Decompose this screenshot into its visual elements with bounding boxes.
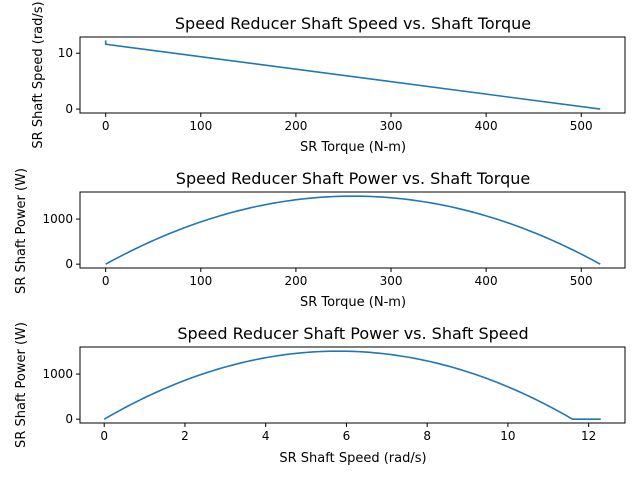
chart1-x-tick-label: 500: [570, 119, 593, 133]
chart3-x-tick-label: 0: [100, 429, 108, 443]
chart2-frame: [79, 191, 626, 269]
chart2-x-tick-label: 200: [284, 274, 307, 288]
chart1-x-label: SR Torque (N-m): [300, 140, 406, 155]
chart2-x-tick-label: 500: [570, 274, 593, 288]
chart-speed-vs-torque: Speed Reducer Shaft Speed vs. Shaft Torq…: [31, 1, 626, 155]
chart3-x-tick-label: 12: [581, 429, 596, 443]
chart2-y-ticks: 0 1000: [42, 212, 80, 271]
chart2-x-tick-label: 400: [475, 274, 498, 288]
chart3-y-ticks: 0 1000: [42, 367, 80, 426]
chart2-x-tick-label: 0: [102, 274, 110, 288]
chart3-title: Speed Reducer Shaft Power vs. Shaft Spee…: [177, 324, 528, 343]
chart3-frame: [79, 346, 626, 424]
chart-power-vs-speed: Speed Reducer Shaft Power vs. Shaft Spee…: [14, 322, 626, 466]
chart2-y-label: SR Shaft Power (W): [14, 168, 29, 294]
chart3-y-label: SR Shaft Power (W): [14, 322, 29, 448]
chart1-x-ticks: 0 100 200 300 400 500: [102, 113, 593, 133]
chart3-y-tick-label: 1000: [42, 367, 73, 381]
chart3-x-label: SR Shaft Speed (rad/s): [279, 451, 426, 466]
chart1-y-tick-label: 0: [65, 102, 73, 116]
chart1-x-tick-label: 400: [475, 119, 498, 133]
chart1-title: Speed Reducer Shaft Speed vs. Shaft Torq…: [175, 14, 531, 33]
chart2-x-ticks: 0 100 200 300 400 500: [102, 268, 593, 288]
chart3-series-line: [103, 350, 601, 420]
chart2-x-tick-label: 100: [189, 274, 212, 288]
chart2-series-line: [105, 195, 601, 265]
chart1-x-tick-label: 300: [380, 119, 403, 133]
chart2-x-tick-label: 300: [380, 274, 403, 288]
chart3-x-ticks: 0 2 4 6 8 10 12: [100, 423, 596, 443]
chart1-x-tick-label: 200: [284, 119, 307, 133]
chart3-x-tick-label: 2: [181, 429, 189, 443]
chart-power-vs-torque: Speed Reducer Shaft Power vs. Shaft Torq…: [14, 168, 626, 310]
chart1-y-ticks: 0 10: [58, 46, 80, 116]
chart1-y-label: SR Shaft Speed (rad/s): [31, 1, 46, 148]
chart3-y-tick-label: 0: [65, 412, 73, 426]
chart1-x-tick-label: 100: [189, 119, 212, 133]
chart3-x-tick-label: 8: [423, 429, 431, 443]
chart1-frame: [79, 36, 626, 114]
chart2-y-tick-label: 1000: [42, 212, 73, 226]
chart2-x-label: SR Torque (N-m): [300, 295, 406, 310]
chart1-y-tick-label: 10: [58, 46, 73, 60]
chart1-series-line: [104, 40, 601, 110]
chart2-y-tick-label: 0: [65, 257, 73, 271]
chart3-x-tick-label: 4: [262, 429, 270, 443]
chart2-title: Speed Reducer Shaft Power vs. Shaft Torq…: [176, 169, 530, 188]
chart3-x-tick-label: 10: [500, 429, 515, 443]
chart3-x-tick-label: 6: [343, 429, 351, 443]
chart1-x-tick-label: 0: [102, 119, 110, 133]
